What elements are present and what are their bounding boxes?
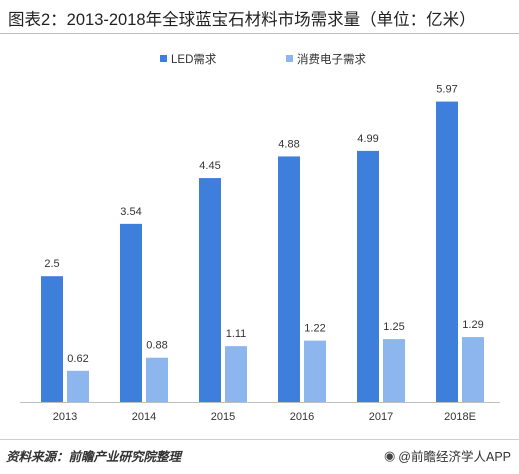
legend-swatch-led (160, 55, 167, 62)
brand-label: @前瞻经济学人APP (398, 450, 511, 464)
bar-led-2018E (436, 101, 458, 403)
data-label-led-2018E: 5.97 (436, 84, 457, 96)
x-tick-2013: 2013 (53, 411, 77, 423)
x-tick-labels: 2013 2014 2015 2016 2017 2018E (53, 411, 476, 423)
brand: ◉ @前瞻经济学人APP (384, 446, 511, 465)
x-tick-2018E: 2018E (444, 411, 476, 423)
x-tick-2017: 2017 (369, 411, 393, 423)
data-label-led-2017: 4.99 (357, 133, 378, 145)
title-divider (0, 33, 519, 34)
data-label-consumer-2013: 0.62 (67, 353, 88, 365)
data-label-led-2016: 4.88 (278, 138, 299, 150)
data-label-led-2013: 2.5 (44, 258, 59, 270)
data-label-consumer-2018E: 1.29 (462, 319, 483, 331)
bar-consumer-2016 (304, 340, 326, 402)
legend-label-led: LED需求 (171, 53, 217, 66)
bar-led-2017 (357, 150, 379, 402)
bar-led-2015 (199, 178, 221, 402)
bar-consumer-2018E (462, 337, 484, 402)
x-tick-2015: 2015 (211, 411, 235, 423)
data-label-consumer-2016: 1.22 (304, 323, 325, 335)
data-labels: 2.5 0.62 3.54 0.88 4.45 1.11 4.88 1.22 4.99 1.25 5… (44, 84, 483, 365)
page-title: 图表2：2013-2018年全球蓝宝石材料市场需求量（单位：亿米） (8, 11, 476, 29)
bar-led-2013 (41, 276, 63, 402)
at-icon: ◉ (383, 447, 396, 463)
bar-consumer-2013 (67, 370, 89, 402)
legend: LED需求 消费电子需求 (160, 52, 366, 66)
bar-led-2014 (120, 223, 142, 402)
data-label-consumer-2017: 1.25 (383, 321, 404, 333)
bar-consumer-2015 (225, 346, 247, 402)
legend-label-consumer: 消费电子需求 (297, 52, 366, 66)
x-tick-2014: 2014 (132, 411, 156, 423)
legend-swatch-consumer (286, 55, 293, 62)
bar-consumer-2017 (383, 339, 405, 402)
data-label-led-2014: 3.54 (120, 206, 141, 218)
source-note: 资料来源：前瞻产业研究院整理 (6, 450, 182, 464)
data-label-consumer-2015: 1.11 (226, 328, 247, 340)
data-label-consumer-2014: 0.88 (146, 340, 167, 352)
bar-consumer-2014 (146, 357, 168, 402)
bars (41, 101, 484, 403)
bar-led-2016 (278, 156, 300, 402)
x-tick-2016: 2016 (290, 411, 314, 423)
data-label-led-2015: 4.45 (199, 160, 220, 172)
footer-divider (0, 439, 519, 440)
